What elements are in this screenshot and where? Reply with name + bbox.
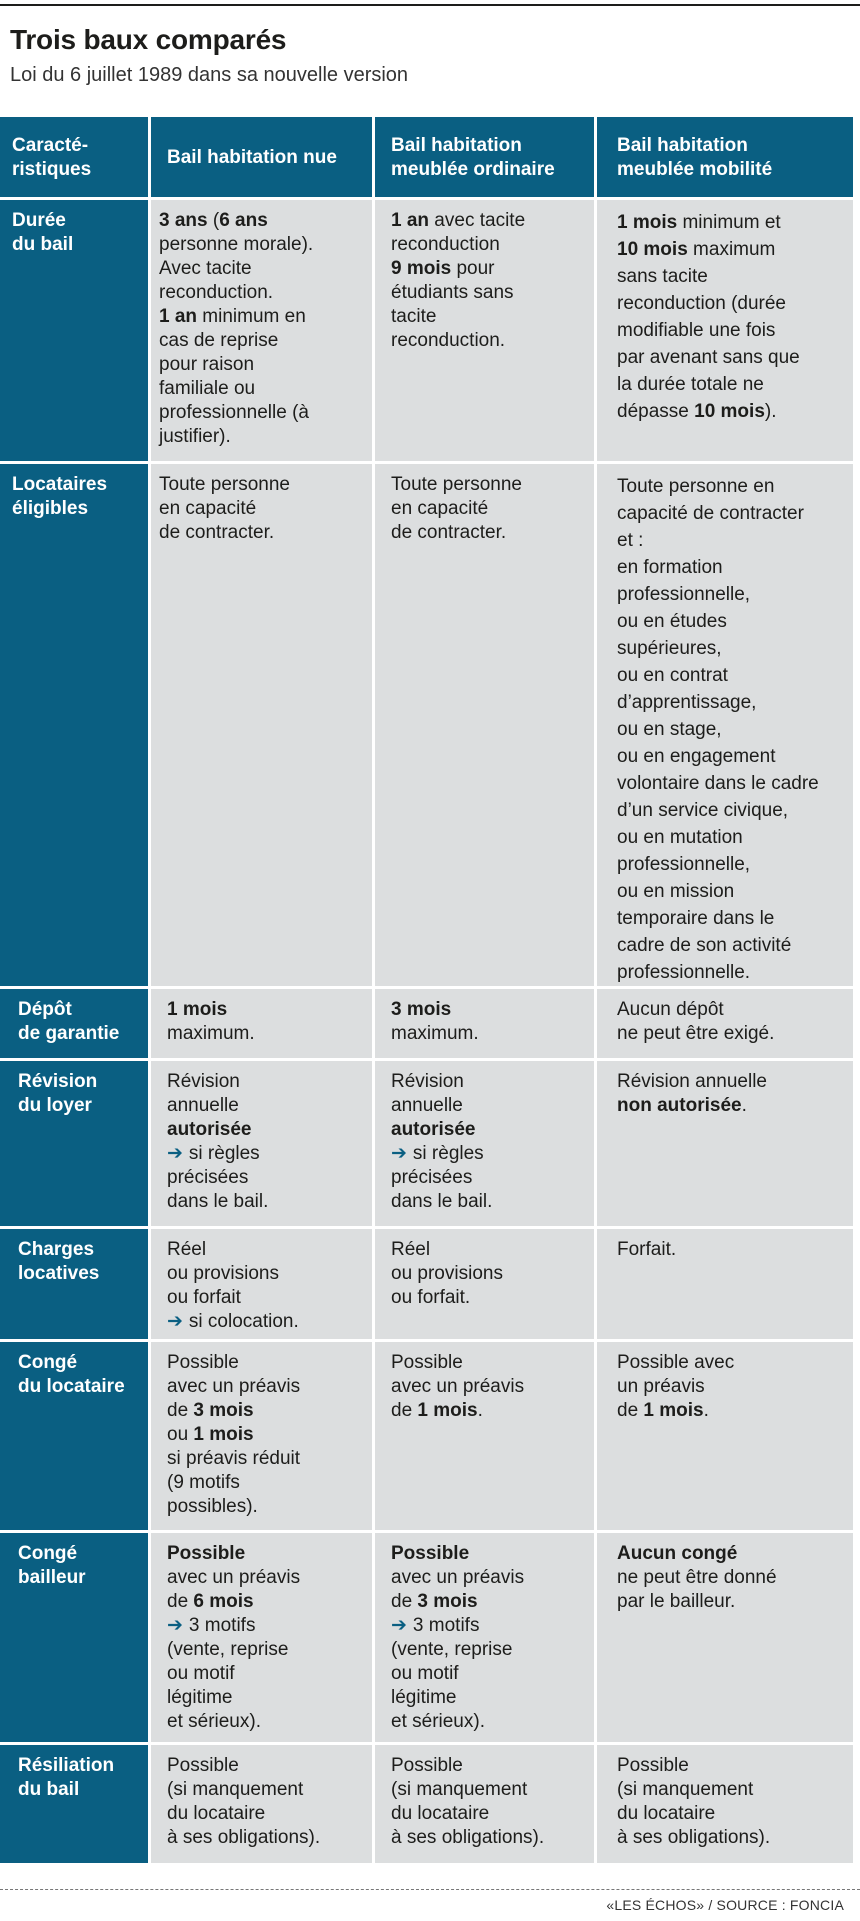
page-title: Trois baux comparés <box>10 24 287 55</box>
cell-depot-mobilite: Aucun dépôt ne peut être exigé. <box>597 989 853 1058</box>
cell-revision-ordinaire: Révision annuelle autorisée ➔ si règles p… <box>375 1061 597 1226</box>
header-text: Bail habitation <box>391 134 522 156</box>
header-text: ristiques <box>12 158 92 180</box>
table-row-revision: Révision du loyer Révision annuelle auto… <box>0 1061 853 1229</box>
cell-depot-nue: 1 mois maximum. <box>151 989 375 1058</box>
cell-charges-nue: Réel ou provisions ou forfait ➔ si coloca… <box>151 1229 375 1339</box>
cell-conge-locataire-ordinaire: Possible avec un préavis de 1 mois. <box>375 1342 597 1530</box>
cell-revision-nue: Révision annuelle autorisée ➔ si règles p… <box>151 1061 375 1226</box>
table-row-depot: Dépôt de garantie 1 mois maximum. 3 mois… <box>0 989 853 1061</box>
arrow-right-icon: ➔ <box>167 1143 183 1164</box>
table-row-conge-bailleur: Congé bailleur Possible avec un préavis … <box>0 1533 853 1745</box>
row-label-depot: Dépôt de garantie <box>0 989 151 1058</box>
arrow-right-icon: ➔ <box>391 1143 407 1164</box>
cell-conge-locataire-mobilite: Possible avec un préavis de 1 mois. <box>597 1342 853 1530</box>
cell-charges-ordinaire: Réel ou provisions ou forfait. <box>375 1229 597 1339</box>
cell-conge-bailleur-ordinaire: Possible avec un préavis de 3 mois ➔ 3 mo… <box>375 1533 597 1742</box>
row-label-locataires: Locataires éligibles <box>0 464 151 986</box>
header-bail-meublee-mobilite: Bail habitation meublée mobilité <box>597 117 853 197</box>
cell-resiliation-mobilite: Possible (si manquement du locataire à s… <box>597 1745 853 1863</box>
top-rule <box>0 4 860 6</box>
header-bail-nue: Bail habitation nue <box>151 117 375 197</box>
cell-duree-nue: 3 ans (6 ans personne morale). Avec taci… <box>151 200 375 461</box>
arrow-right-icon: ➔ <box>391 1615 407 1636</box>
row-label-resiliation: Résiliation du bail <box>0 1745 151 1863</box>
header-text: Bail habitation nue <box>167 146 337 168</box>
header-bail-meublee-ordinaire: Bail habitation meublée ordinaire <box>375 117 597 197</box>
cell-conge-locataire-nue: Possible avec un préavis de 3 mois ou 1 … <box>151 1342 375 1530</box>
row-label-charges: Charges locatives <box>0 1229 151 1339</box>
table-row-locataires: Locataires éligibles Toute personne en c… <box>0 464 853 989</box>
comparison-table: Caracté- ristiques Bail habitation nue B… <box>0 117 853 1863</box>
cell-locataires-nue: Toute personne en capacité de contracter… <box>151 464 375 986</box>
header-text: Caracté- <box>12 134 89 156</box>
cell-resiliation-nue: Possible (si manquement du locataire à s… <box>151 1745 375 1863</box>
cell-conge-bailleur-nue: Possible avec un préavis de 6 mois ➔ 3 mo… <box>151 1533 375 1742</box>
cell-locataires-mobilite: Toute personne en capacité de contracter… <box>597 464 853 986</box>
source-credit: «LES ÉCHOS» / SOURCE : FONCIA <box>606 1897 844 1913</box>
table-header-row: Caracté- ristiques Bail habitation nue B… <box>0 117 853 200</box>
header-text: Bail habitation <box>617 134 748 156</box>
cell-resiliation-ordinaire: Possible (si manquement du locataire à s… <box>375 1745 597 1863</box>
arrow-right-icon: ➔ <box>167 1615 183 1636</box>
cell-charges-mobilite: Forfait. <box>597 1229 853 1339</box>
cell-duree-ordinaire: 1 an avec tacite reconduction 9 mois pou… <box>375 200 597 461</box>
row-label-conge-bailleur: Congé bailleur <box>0 1533 151 1742</box>
cell-duree-mobilite: 1 mois minimum et 10 mois maximum sans t… <box>597 200 853 461</box>
header-caracteristiques: Caracté- ristiques <box>0 117 151 197</box>
cell-revision-mobilite: Révision annuelle non autorisée. <box>597 1061 853 1226</box>
page-subtitle: Loi du 6 juillet 1989 dans sa nouvelle v… <box>10 64 409 86</box>
table-row-duree: Durée du bail 3 ans (6 ans personne mora… <box>0 200 853 464</box>
row-label-revision: Révision du loyer <box>0 1061 151 1226</box>
row-label-conge-locataire: Congé du locataire <box>0 1342 151 1530</box>
header-text: meublée ordinaire <box>391 158 555 180</box>
header-text: meublée mobilité <box>617 158 773 180</box>
table-row-charges: Charges locatives Réel ou provisions ou … <box>0 1229 853 1342</box>
table-row-resiliation: Résiliation du bail Possible (si manquem… <box>0 1745 853 1863</box>
cell-locataires-ordinaire: Toute personne en capacité de contracter… <box>375 464 597 986</box>
arrow-right-icon: ➔ <box>167 1311 183 1332</box>
cell-depot-ordinaire: 3 mois maximum. <box>375 989 597 1058</box>
table-row-conge-locataire: Congé du locataire Possible avec un préa… <box>0 1342 853 1533</box>
cell-conge-bailleur-mobilite: Aucun congé ne peut être donné par le ba… <box>597 1533 853 1742</box>
footer-rule <box>0 1889 860 1890</box>
row-label-duree: Durée du bail <box>0 200 151 461</box>
